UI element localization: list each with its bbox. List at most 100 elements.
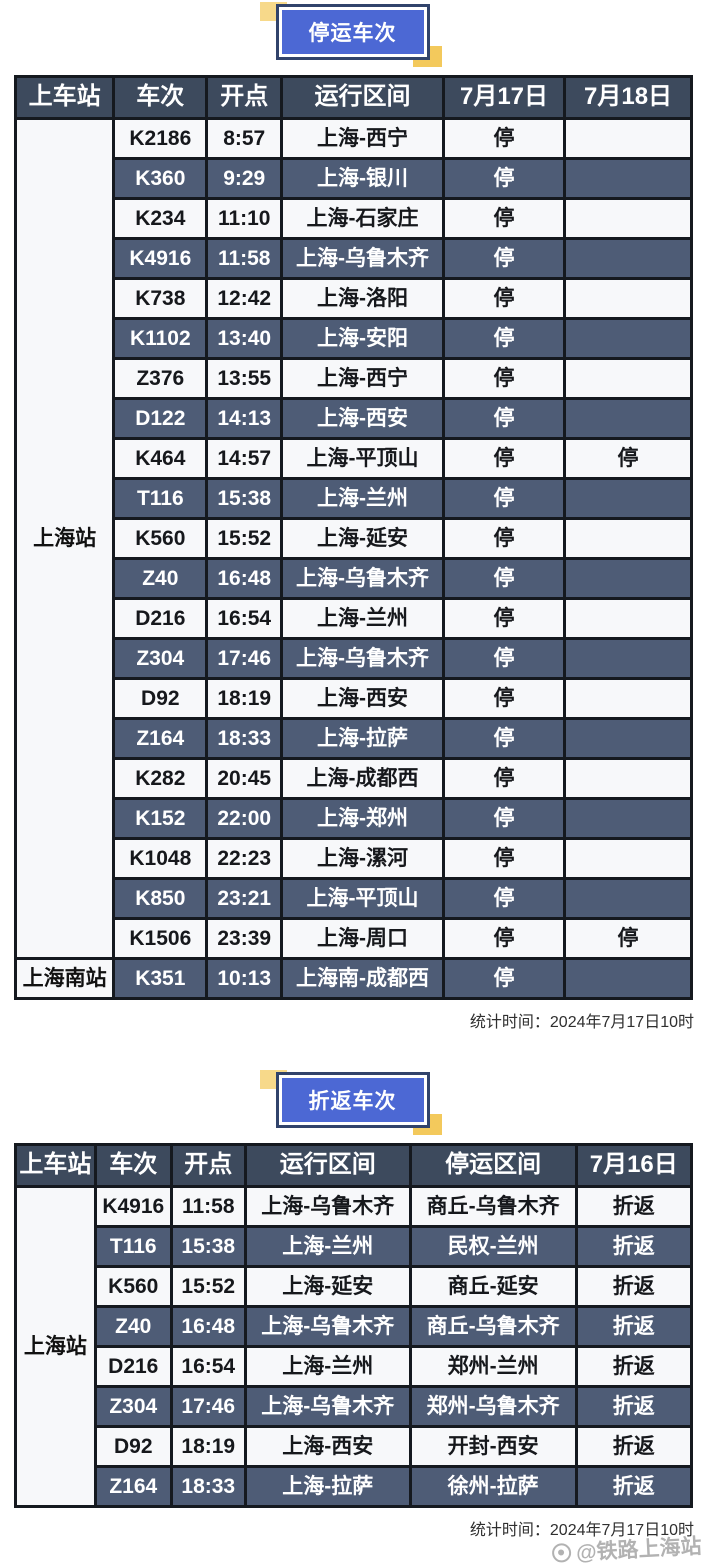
table-cell: 上海-安阳 [280,317,445,360]
table-cell: 15:38 [205,477,284,520]
table-cell: Z304 [112,637,209,680]
table-cell [563,357,693,400]
table-cell [563,477,693,520]
table-cell: 16:54 [205,597,284,640]
table-cell: 停 [441,877,567,920]
table-cell: 停 [441,957,567,1000]
table-cell: 17:46 [205,637,284,680]
table-cell: K234 [112,197,209,240]
table-row: K1048 22:23 上海-漯河停 [16,837,693,880]
section-header-turnback: 折返车次 [0,1070,705,1143]
suspended-trains-table: 上车站 车次 开点 运行区间 7月17日 7月18日 上海站 K2186 8:57 上海-西宁停… [13,75,693,1000]
table-cell [563,597,693,640]
column-header: 运行区间 [280,75,445,120]
section-badge-turnback: 折返车次 [275,1072,430,1128]
table-row: K560 15:52 上海-延安 商丘-延安 折返 [16,1265,694,1308]
table-cell [563,117,693,160]
table-cell: D92 [93,1425,173,1468]
table-cell: 郑州-乌鲁木齐 [408,1385,578,1428]
station-cell: 上海南站 [13,957,116,1000]
table-cell [563,877,693,920]
table-cell: 18:19 [169,1425,247,1468]
table-cell: 20:45 [205,757,284,800]
table-cell: 18:33 [169,1465,247,1508]
table-cell: 11:58 [169,1185,247,1228]
table-cell: 停 [441,317,567,360]
table-cell [563,637,693,680]
table-cell [563,837,693,880]
table-cell: 商丘-乌鲁木齐 [408,1305,578,1348]
table-cell: 停 [441,637,567,680]
column-header: 上车站 [14,1143,97,1188]
table-cell: K4916 [93,1185,173,1228]
table-cell: 14:13 [205,397,284,440]
table-cell: D92 [112,677,209,720]
table-cell: 上海-石家庄 [280,197,445,240]
column-header: 上车站 [13,75,116,120]
table-cell [563,677,693,720]
table-cell: 18:33 [205,717,284,760]
table-cell: 15:52 [205,517,284,560]
table-cell: 16:48 [169,1305,247,1348]
table-header-row: 上车站 车次 开点 运行区间 7月17日 7月18日 [13,75,693,120]
section-header-suspended: 停运车次 [0,0,705,75]
column-header: 车次 [93,1143,173,1188]
table-cell: 停 [441,357,567,400]
table-cell: T116 [112,477,209,520]
table-cell: 停 [441,157,567,200]
table-cell: K464 [112,437,209,480]
table-cell: Z376 [112,357,209,400]
table-row: D92 18:19 上海-西安停 [16,677,693,720]
table-cell: 折返 [574,1305,694,1348]
table-cell: 停 [441,677,567,720]
table-row: 上海站 K2186 8:57 上海-西宁停 [13,117,693,960]
table-cell: K4916 [112,237,209,280]
table-cell: 15:52 [169,1265,247,1308]
column-header: 运行区间 [243,1143,412,1188]
table-cell: K1506 [112,917,209,960]
table-cell: K360 [112,157,209,200]
table-cell: 上海-西安 [243,1425,412,1468]
table-cell: 上海-兰州 [280,597,445,640]
table-cell: 商丘-延安 [408,1265,578,1308]
table-cell [563,957,693,1000]
table-cell [563,197,693,240]
table-cell: K1102 [112,317,209,360]
table-cell: 停 [441,277,567,320]
table-cell: 上海-兰州 [243,1345,412,1388]
table-cell: 停 [441,757,567,800]
table-row: D216 16:54 上海-兰州停 [16,597,693,640]
table-cell: 停 [563,437,693,480]
weibo-icon [551,1542,572,1563]
table-cell: 停 [441,717,567,760]
column-header: 7月17日 [441,75,567,120]
table-cell: 折返 [574,1425,694,1468]
table-cell: K738 [112,277,209,320]
table-cell: 上海-郑州 [280,797,445,840]
table-cell: 停 [441,117,567,160]
column-header: 开点 [169,1143,247,1188]
table-row: K234 11:10 上海-石家庄停 [16,197,693,240]
table-cell: 22:00 [205,797,284,840]
table-row: D216 16:54 上海-兰州 郑州-兰州 折返 [16,1345,694,1388]
table-cell: 22:23 [205,837,284,880]
table-row: K4916 11:58 上海-乌鲁木齐停 [16,237,693,280]
table-row: 上海站 K4916 11:58 上海-乌鲁木齐 商丘-乌鲁木齐 折返 [14,1185,694,1508]
table-cell: 15:38 [169,1225,247,1268]
column-header: 7月18日 [563,75,693,120]
table-cell: 14:57 [205,437,284,480]
table-cell: 徐州-拉萨 [408,1465,578,1508]
table-cell: 折返 [574,1465,694,1508]
table-cell [563,517,693,560]
table-row: Z304 17:46 上海-乌鲁木齐停 [16,637,693,680]
table-row: Z164 18:33 上海-拉萨 徐州-拉萨 折返 [16,1465,694,1508]
badge-wrap: 折返车次 [259,1070,442,1135]
table-row: T116 15:38 上海-兰州停 [16,477,693,520]
table-cell: 商丘-乌鲁木齐 [408,1185,578,1228]
table-row: K1506 23:39 上海-周口停停 [16,917,693,960]
table-cell [563,717,693,760]
column-header: 车次 [112,75,209,120]
table-cell [563,237,693,280]
table-cell: 上海-西安 [280,677,445,720]
table-cell: K152 [112,797,209,840]
